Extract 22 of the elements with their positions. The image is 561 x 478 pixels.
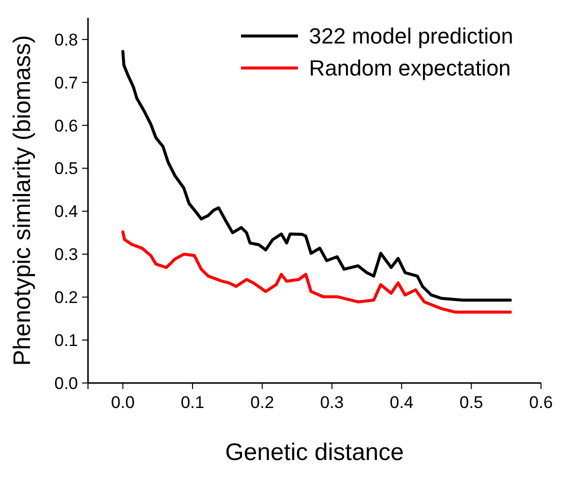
x-tick-label: 0.1 [180,393,204,412]
y-tick-label: 0.3 [54,245,78,264]
y-tick-label: 0.2 [54,288,78,308]
y-tick-label: 0.1 [54,331,78,350]
y-tick-label: 0.8 [54,30,78,50]
x-tick-label: 0.6 [529,393,553,412]
line-series [121,230,512,314]
legend-label: 322 model prediction [309,24,514,49]
x-tick-label: 0.0 [111,393,135,412]
y-tick-label: 0.6 [54,116,78,136]
x-axis-title: Genetic distance [225,439,404,466]
y-tick-label: 0.5 [54,159,78,178]
x-tick-label: 0.4 [390,393,414,412]
y-tick-label: 0.0 [54,374,78,393]
line-series [121,50,512,302]
y-tick-label: 0.7 [54,73,78,92]
x-tick-label: 0.5 [459,393,484,412]
legend-label: Random expectation [309,56,511,81]
x-tick-label: 0.2 [250,393,274,412]
x-tick-label: 0.3 [320,393,344,412]
y-tick-label: 0.4 [54,202,78,222]
y-axis-title: Phenotypic similarity (biomass) [9,35,36,366]
